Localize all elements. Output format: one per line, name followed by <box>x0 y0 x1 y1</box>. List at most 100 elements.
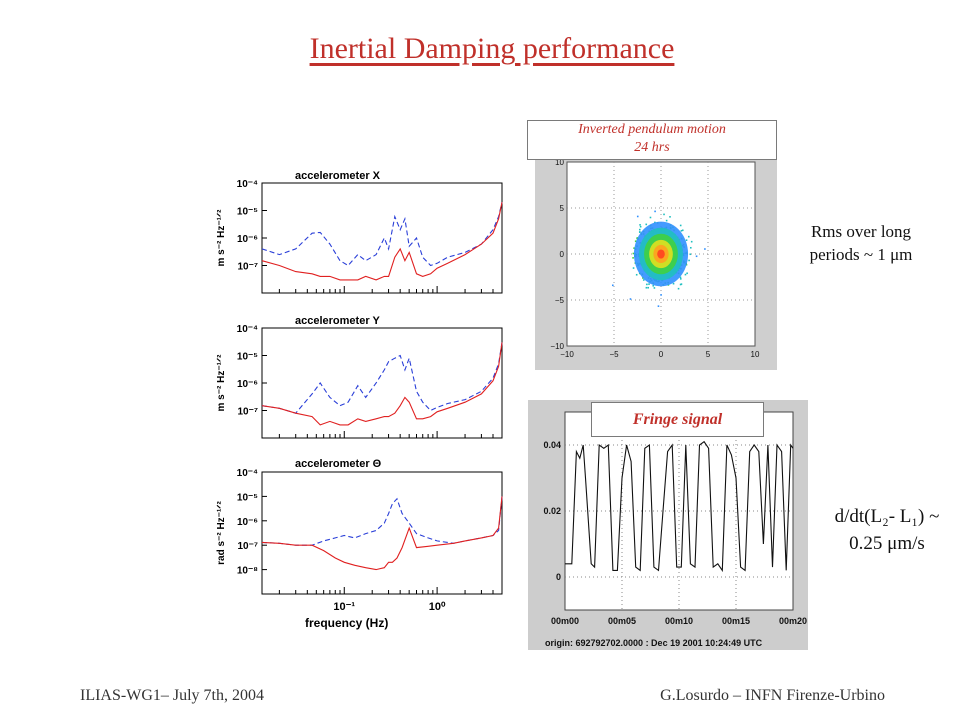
scatter-point <box>645 223 648 226</box>
x-tick-label: 10⁰ <box>429 601 446 613</box>
scatter-point <box>690 240 693 243</box>
scatter-point <box>652 284 655 287</box>
open-loop-series <box>261 342 503 414</box>
inverted-pendulum-label: Inverted pendulum motion 24 hrs <box>527 120 777 160</box>
y-tick-label: 10⁻⁴ <box>237 324 258 335</box>
scatter-point <box>635 273 638 276</box>
x-tick-label: −10 <box>560 350 574 359</box>
scatter-point <box>672 282 675 285</box>
closed-loop-series <box>261 496 503 571</box>
y-tick-label: 10⁻⁸ <box>237 566 258 577</box>
scatter-point <box>639 231 641 233</box>
scatter-point <box>646 283 648 286</box>
scatter-point <box>685 239 688 241</box>
accelerometer-y-panel: 10⁻⁴ 10⁻⁵ 10⁻⁶ 10⁻⁷ m s⁻² Hz⁻¹ᐟ² <box>216 324 503 439</box>
grid <box>565 412 793 610</box>
scatter-point <box>654 221 656 224</box>
closed-loop-series <box>261 202 503 281</box>
inverted-pendulum-label-line2: 24 hrs <box>634 140 670 155</box>
scatter-point <box>657 305 660 307</box>
x-tick-label: −5 <box>609 350 619 359</box>
scatter-point <box>639 225 642 228</box>
fringe-signal-label: Fringe signal <box>591 402 764 437</box>
scatter-point <box>632 252 635 255</box>
x-tick-label: 0 <box>659 350 664 359</box>
scatter-point <box>632 267 635 269</box>
accelerometer-theta-panel: 10⁻⁴ 10⁻⁵ 10⁻⁶ 10⁻⁷ 10⁻⁸ 10⁻¹ 10⁰ rad s⁻² Hz⁻¹ᐟ… <box>216 468 503 613</box>
y-tick-label: 10⁻⁶ <box>237 517 258 528</box>
drift-rate-note-line1: d/dt(L₂- L₁) ~ <box>834 506 940 527</box>
scatter-point <box>679 276 682 279</box>
y-tick-label: 10⁻⁵ <box>237 492 258 503</box>
scatter-point <box>636 237 638 240</box>
plot-frame <box>261 471 503 595</box>
scatter-point <box>611 284 614 287</box>
x-tick-label: 00m20 <box>779 616 807 626</box>
x-tick-label: 00m10 <box>665 616 693 626</box>
y-tick-label: 10⁻⁶ <box>237 234 258 245</box>
scatter-point <box>680 283 683 285</box>
scatter-point <box>688 259 690 262</box>
drift-rate-note-line2: 0.25 μm/s <box>849 533 925 554</box>
y-tick-label: 10⁻⁴ <box>237 179 258 190</box>
y-tick-label: 0 <box>556 572 561 582</box>
y-axis-label: m s⁻² Hz⁻¹ᐟ² <box>216 354 227 412</box>
scatter-point <box>704 248 706 250</box>
scatter-point <box>647 286 650 289</box>
scatter-points <box>611 210 706 307</box>
scatter-point <box>679 283 682 286</box>
y-tick-label: −5 <box>555 296 565 305</box>
y-tick-label: 10⁻⁷ <box>237 541 258 552</box>
footer-author: G.Losurdo – INFN Firenze-Urbino <box>660 687 885 704</box>
scatter-point <box>636 215 639 218</box>
scatter-point <box>687 235 690 238</box>
scatter-point <box>686 272 688 275</box>
accelerometer-theta-title: accelerometer Θ <box>295 458 382 470</box>
scatter-point <box>638 228 641 231</box>
scatter-point <box>677 287 680 290</box>
y-tick-label: 10⁻⁶ <box>237 379 258 390</box>
rms-note: Rms over long periods ~ 1 μm <box>786 220 936 266</box>
accelerometer-spectra-figure: accelerometer X accelerometer Y accelero… <box>216 170 503 630</box>
fringe-signal-trace <box>565 440 794 573</box>
inverted-pendulum-plot: −10 −5 0 5 10 10 5 0 −5 −10 <box>535 155 777 370</box>
scatter-point <box>681 229 684 232</box>
footer-event: ILIAS-WG1– July 7th, 2004 <box>80 687 264 704</box>
accelerometer-x-title: accelerometer X <box>295 170 381 182</box>
y-tick-label: 10 <box>555 158 564 167</box>
scatter-point <box>633 247 635 249</box>
y-tick-label: 5 <box>560 204 565 213</box>
frequency-axis-label: frequency (Hz) <box>305 616 388 630</box>
scatter-point <box>654 210 656 213</box>
rms-note-line2: periods ~ 1 μm <box>809 245 913 264</box>
scatter-point <box>695 255 698 258</box>
scatter-point <box>645 286 648 289</box>
scatter-point <box>634 240 637 243</box>
y-tick-label: 0.04 <box>543 440 561 450</box>
drift-rate-note: d/dt(L₂- L₁) ~ 0.25 μm/s <box>812 503 960 557</box>
y-axis-label: m s⁻² Hz⁻¹ᐟ² <box>216 209 227 267</box>
scatter-point <box>679 278 682 280</box>
x-tick-label: 5 <box>706 350 711 359</box>
origin-timestamp: origin: 692792702.0000 : Dec 19 2001 10:… <box>545 638 763 648</box>
inverted-pendulum-label-line1: Inverted pendulum motion <box>578 122 726 137</box>
x-tick-label: 00m05 <box>608 616 636 626</box>
axis-ticks: 00m00 00m05 00m10 00m15 00m20 0.04 0.02 0 <box>543 440 807 626</box>
closed-loop-series <box>261 342 503 426</box>
y-axis-label: rad s⁻² Hz⁻¹ᐟ² <box>216 500 227 564</box>
y-tick-label: 10⁻⁴ <box>237 468 258 479</box>
open-loop-series <box>261 202 503 267</box>
y-tick-label: 10⁻⁷ <box>237 262 258 273</box>
scatter-point <box>689 246 692 249</box>
scatter-point <box>689 253 692 256</box>
scatter-point <box>642 279 645 281</box>
y-tick-label: 0 <box>560 250 565 259</box>
scatter-point <box>660 294 662 296</box>
scatter-point <box>663 213 665 216</box>
scatter-point <box>653 287 656 289</box>
accelerometer-x-panel: 10⁻⁴ 10⁻⁵ 10⁻⁶ 10⁻⁷ m s⁻² Hz⁻¹ᐟ² <box>216 179 503 294</box>
x-tick-label: 00m15 <box>722 616 750 626</box>
scatter-point <box>684 273 687 276</box>
x-tick-label: 00m00 <box>551 616 579 626</box>
y-tick-label: 10⁻⁵ <box>237 352 258 363</box>
